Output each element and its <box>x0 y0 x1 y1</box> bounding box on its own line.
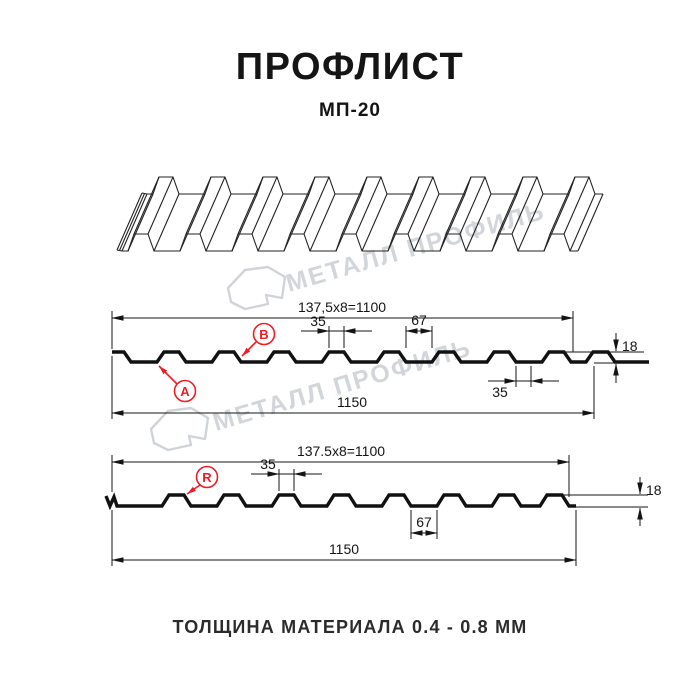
dim-label-height: 18 <box>646 482 662 498</box>
rib-ridge-line <box>341 176 368 235</box>
sheet-right-edge <box>577 193 604 252</box>
rib-ridge-line <box>569 193 596 252</box>
callout-label-a: А <box>180 384 190 399</box>
rib-ridge-line <box>543 193 570 252</box>
rib-ridge-line <box>179 193 206 252</box>
dim-label-total-width: 1150 <box>337 394 367 410</box>
rib-ridge-line <box>459 176 486 235</box>
brand-logo-icon <box>149 406 210 452</box>
rib-ridge-line <box>387 193 414 252</box>
callout-label-r: R <box>202 470 212 485</box>
material-thickness-note: ТОЛЩИНА МАТЕРИАЛА 0.4 - 0.8 ММ <box>172 617 528 637</box>
dim-label-width-formula: 137,5x8=1100 <box>298 299 386 315</box>
page-title: ПРОФЛИСТ <box>235 46 465 88</box>
profile-model-label: МП-20 <box>319 100 381 121</box>
dim-label-edge-valley: 35 <box>492 384 508 400</box>
rib-ridge-line <box>497 176 524 235</box>
sheet-left-edge <box>121 193 148 252</box>
rib-ridge-line <box>491 193 518 252</box>
dim-label-width-formula: 137.5x8=1100 <box>297 443 385 459</box>
rib-ridge-line <box>393 176 420 235</box>
sheet-left-edge-cap <box>141 192 148 195</box>
dim-label-total-width: 1150 <box>329 541 359 557</box>
dim-label-rib-top: 35 <box>310 313 326 329</box>
rib-ridge-line <box>257 193 284 252</box>
profile-section-front: 137,5x8=1100 35 67 18 35 1150 <box>111 299 649 419</box>
rib-ridge-line <box>407 176 434 235</box>
sheet-back-edge <box>147 176 603 195</box>
callout-circle-a <box>173 379 197 403</box>
rib-ridge-line <box>303 176 330 235</box>
rib-ridge-line <box>465 193 492 252</box>
callout-circle-r <box>195 465 219 489</box>
rib-ridge-line <box>147 176 174 235</box>
rib-ridge-line <box>563 176 590 235</box>
rib-ridge-line <box>549 176 576 235</box>
dim-label-valley: 67 <box>411 312 427 328</box>
rib-ridge-line <box>439 193 466 252</box>
rib-ridge-line <box>237 176 264 235</box>
rib-ridge-line <box>185 176 212 235</box>
callout-leader-b <box>241 341 257 357</box>
callout-leader-r <box>186 484 201 495</box>
rib-ridge-line <box>289 176 316 235</box>
callout-label-b: В <box>259 327 268 342</box>
callout-leader-a <box>158 365 178 385</box>
brand-logo-icon <box>226 265 287 311</box>
sheet-left-edge-cap <box>116 249 123 252</box>
dim-label-rib-top: 35 <box>260 456 276 472</box>
rib-ridge-line <box>199 176 226 235</box>
dim-label-valley: 67 <box>416 514 432 530</box>
rib-ridge-line <box>205 193 232 252</box>
rib-ridge-line <box>127 193 154 252</box>
rib-ridge-line <box>283 193 310 252</box>
rib-ridge-line <box>335 193 362 252</box>
rib-ridge-line <box>153 193 180 252</box>
rib-ridge-line <box>511 176 538 235</box>
callout-circle-b <box>252 322 276 346</box>
sheet-front-edge <box>122 233 578 252</box>
dim-label-height: 18 <box>622 338 638 354</box>
sheet-3d-view <box>116 176 604 252</box>
watermark-layer: МЕТАЛЛ ПРОФИЛЬ МЕТАЛЛ ПРОФИЛЬ <box>149 197 548 452</box>
rib-ridge-line <box>413 193 440 252</box>
rib-ridge-line <box>355 176 382 235</box>
rib-ridge-line <box>133 176 160 235</box>
rib-ridge-line <box>309 193 336 252</box>
sheet-left-edge-fill <box>118 193 146 251</box>
rib-ridge-line <box>445 176 472 235</box>
rib-ridge-line <box>231 193 258 252</box>
profile-outline <box>104 492 576 511</box>
rib-ridge-line <box>517 193 544 252</box>
profile-section-reverse: 137.5x8=1100 35 67 18 1150 R <box>104 443 662 566</box>
rib-ridge-line <box>361 193 388 252</box>
rib-ridge-line <box>251 176 278 235</box>
sheet-left-edge <box>116 192 143 251</box>
